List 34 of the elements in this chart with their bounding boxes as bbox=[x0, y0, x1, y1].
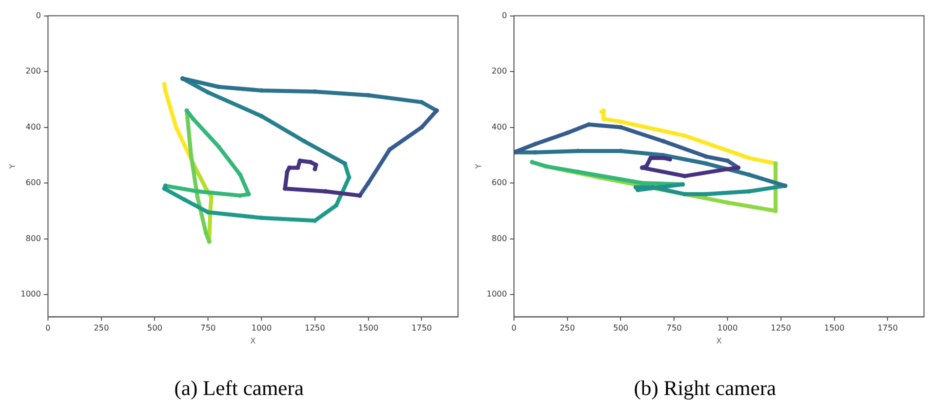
x-tick-label: 750 bbox=[666, 324, 682, 333]
y-tick-label: 800 bbox=[492, 234, 507, 243]
y-tick-label: 800 bbox=[26, 234, 41, 243]
x-axis-title: X bbox=[250, 336, 256, 346]
x-tick-label: 0 bbox=[45, 324, 51, 333]
x-tick-label: 1750 bbox=[412, 324, 432, 333]
x-tick-label: 0 bbox=[511, 324, 517, 333]
y-tick-label: 600 bbox=[492, 178, 507, 188]
x-tick-label: 1500 bbox=[824, 324, 844, 333]
x-axis-title: X bbox=[716, 336, 722, 346]
x-tick-label: 250 bbox=[94, 324, 109, 333]
x-tick-label: 500 bbox=[613, 324, 628, 333]
y-tick-label: 400 bbox=[26, 122, 41, 132]
y-axis-title: Y bbox=[8, 164, 17, 170]
x-tick-label: 1250 bbox=[304, 324, 326, 333]
y-tick-label: 0 bbox=[36, 10, 41, 20]
x-tick-label: 1750 bbox=[878, 324, 898, 333]
y-tick-label: 200 bbox=[492, 66, 507, 76]
x-tick-label: 250 bbox=[560, 324, 575, 333]
y-tick-label: 200 bbox=[26, 66, 41, 76]
text: (b) Right camera bbox=[632, 376, 778, 401]
x-tick-label: 500 bbox=[147, 324, 162, 333]
text: (a) Left camera bbox=[173, 376, 305, 401]
y-tick-label: 400 bbox=[492, 122, 507, 132]
y-tick-label: 0 bbox=[502, 10, 507, 20]
y-axis-title: Y bbox=[474, 164, 483, 170]
y-tick-label: 1000 bbox=[20, 290, 41, 299]
x-tick-label: 1500 bbox=[358, 324, 378, 333]
x-tick-label: 1000 bbox=[717, 324, 738, 333]
x-tick-label: 750 bbox=[200, 324, 216, 333]
x-tick-label: 1000 bbox=[251, 324, 272, 333]
x-tick-label: 1250 bbox=[770, 324, 792, 333]
y-tick-label: 1000 bbox=[486, 290, 507, 299]
y-tick-label: 600 bbox=[26, 178, 41, 188]
